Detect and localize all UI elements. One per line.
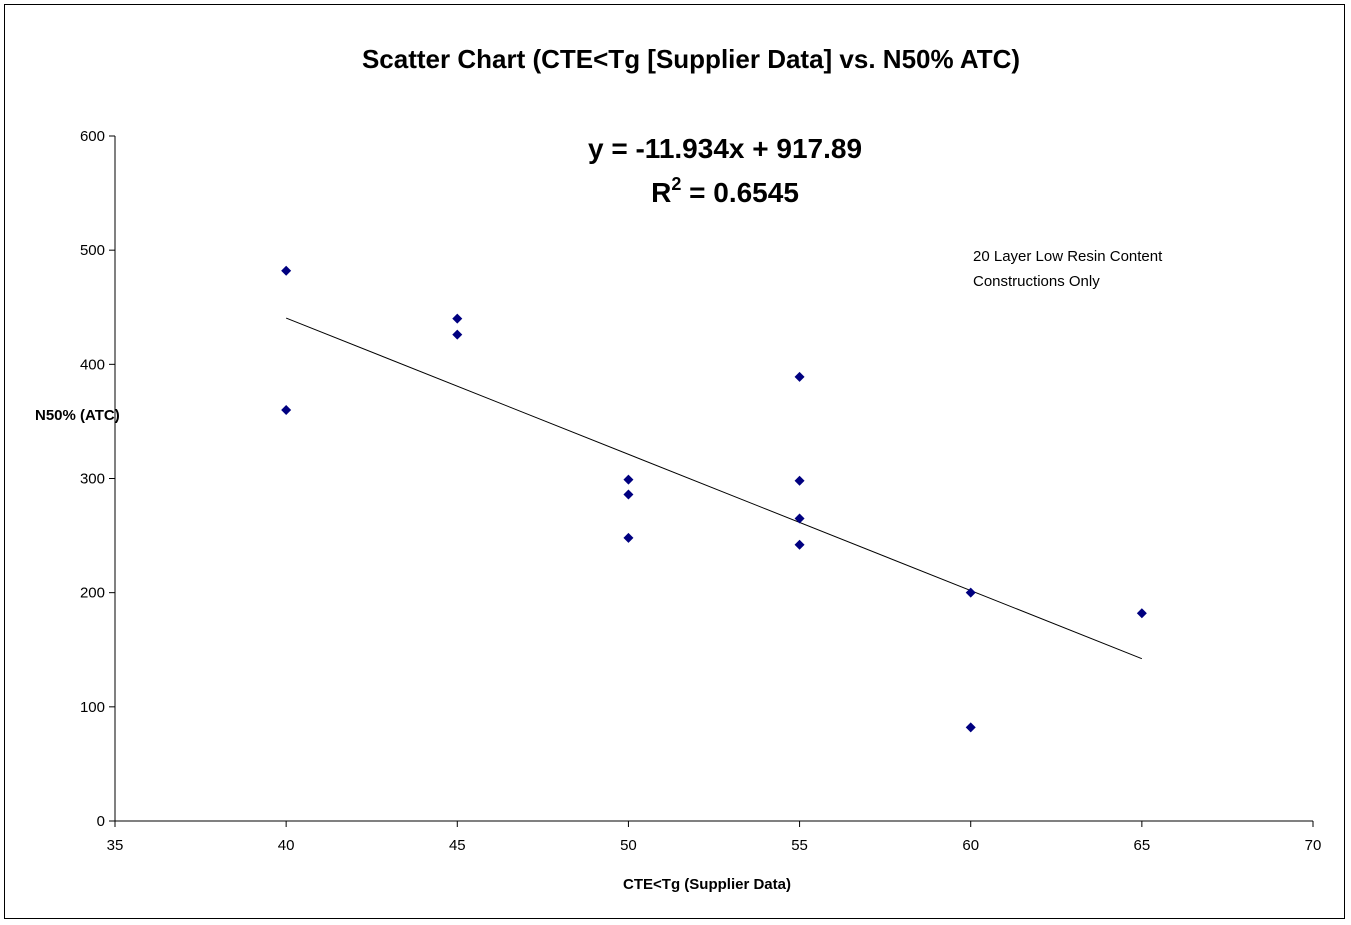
r-squared-label: R2 = 0.6545 [651, 174, 799, 208]
data-point [794, 475, 805, 486]
data-point [281, 405, 292, 415]
annotation-line-2: Constructions Only [973, 273, 1100, 290]
data-point [623, 532, 634, 543]
x-tick-label: 70 [1305, 837, 1322, 854]
chart-title: Scatter Chart (CTE<Tg [Supplier Data] vs… [362, 44, 1020, 74]
y-tick-label: 0 [97, 813, 105, 830]
y-tick-label: 400 [80, 356, 105, 373]
data-point [281, 265, 292, 276]
data-point [794, 371, 805, 382]
chart-frame: Scatter Chart (CTE<Tg [Supplier Data] vs… [4, 4, 1345, 919]
r-squared-value: = 0.6545 [681, 177, 799, 208]
data-point [452, 313, 463, 324]
x-tick-label: 40 [278, 837, 295, 854]
data-point [452, 329, 463, 340]
y-tick-label: 600 [80, 128, 105, 145]
data-point [794, 513, 805, 524]
r-squared-exponent: 2 [671, 174, 681, 194]
y-tick-label: 100 [80, 699, 105, 716]
trendline [285, 317, 1143, 660]
axes: 0 100 200 300 400 500 600 35 40 45 50 55 60 65 70 [80, 128, 1321, 854]
data-point [623, 489, 634, 500]
x-tick-label: 50 [620, 837, 637, 854]
data-point [965, 722, 976, 733]
y-tick-label: 500 [80, 242, 105, 259]
r-squared-prefix: R [651, 177, 671, 208]
trendline-equation: y = -11.934x + 917.89 [588, 133, 862, 164]
trendline-layer [285, 317, 1143, 660]
data-point [1136, 608, 1147, 619]
annotation-line-1: 20 Layer Low Resin Content [973, 248, 1163, 265]
x-axis-label: CTE<Tg (Supplier Data) [623, 876, 791, 893]
x-tick-label: 55 [791, 837, 808, 854]
x-tick-label: 45 [449, 837, 466, 854]
data-points [281, 265, 1147, 733]
x-tick-label: 60 [962, 837, 979, 854]
y-tick-label: 300 [80, 471, 105, 488]
scatter-chart: Scatter Chart (CTE<Tg [Supplier Data] vs… [35, 44, 1321, 893]
x-tick-label: 35 [107, 837, 124, 854]
data-point [794, 539, 805, 550]
data-point [965, 587, 976, 598]
y-tick-label: 200 [80, 585, 105, 602]
y-axis-label: N50% (ATC) [35, 407, 120, 424]
data-point [623, 474, 634, 485]
x-tick-label: 65 [1134, 837, 1151, 854]
